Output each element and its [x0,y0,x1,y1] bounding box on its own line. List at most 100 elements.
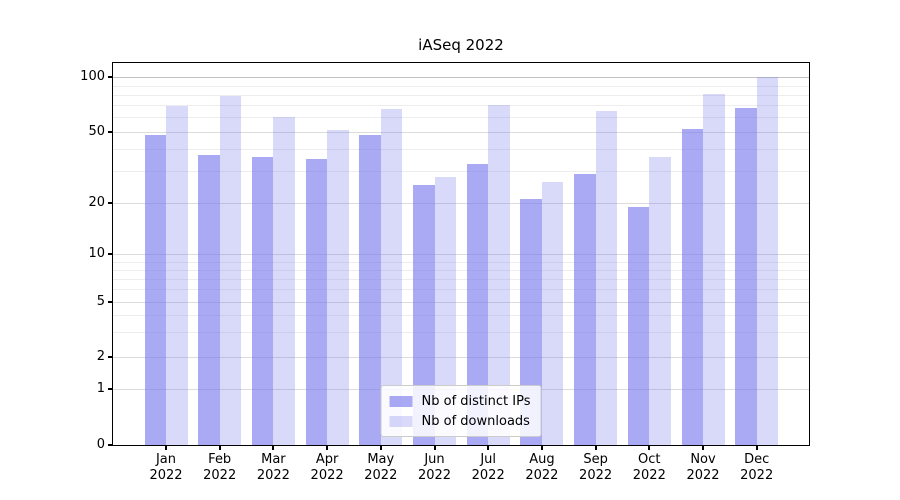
bar-distinct-ips-may [359,134,381,445]
x-tick-label-mar: Mar 2022 [243,452,303,484]
major-gridline-5 [113,301,809,303]
legend-label-distinct-ips: Nb of distinct IPs [421,393,531,409]
x-tick-label-feb: Feb 2022 [190,452,250,484]
bar-downloads-dec [756,77,779,445]
x-tick-mark-jul [487,446,490,450]
x-tick-label-jul: Jul 2022 [458,452,518,484]
minor-gridline-3 [113,332,809,334]
y-tick-mark-10 [108,253,112,256]
x-tick-label-dec: Dec 2022 [727,452,787,484]
bar-downloads-mar [273,117,295,445]
bar-distinct-ips-sep [574,173,596,445]
major-gridline-20 [113,202,809,204]
minor-gridline-60 [113,117,809,119]
y-tick-label-50: 50 [88,123,105,139]
x-tick-label-sep: Sep 2022 [566,452,626,484]
bar-distinct-ips-jan [144,134,166,445]
bar-downloads-feb [219,95,242,445]
x-tick-label-month-dec: Dec [744,452,770,467]
bar-distinct-ips-jul [466,163,489,445]
x-tick-label-year-jun: 2022 [417,468,452,483]
bar-distinct-ips-nov [681,128,703,445]
x-tick-mark-mar [272,446,275,450]
x-tick-label-year-oct: 2022 [632,468,666,483]
x-tick-mark-apr [326,446,329,450]
y-tick-mark-2 [108,355,112,358]
legend-swatch-downloads [389,415,413,427]
x-tick-label-year-nov: 2022 [686,468,720,483]
minor-gridline-70 [113,105,809,107]
x-tick-label-month-jan: Jan [155,452,177,467]
x-tick-mark-jan [165,446,167,450]
bar-downloads-jul [488,105,510,445]
bar-distinct-ips-apr [305,159,328,445]
bar-downloads-may [380,108,403,445]
y-tick-label-10: 10 [88,246,105,262]
minor-gridline-30 [113,171,809,173]
minor-gridline-90 [113,85,809,87]
x-tick-label-year-may: 2022 [364,468,398,483]
bar-downloads-nov [703,93,725,445]
y-tick-mark-5 [108,300,112,303]
y-tick-label-100: 100 [80,69,105,85]
x-tick-mark-sep [594,446,597,450]
x-tick-label-year-sep: 2022 [579,468,613,483]
bar-distinct-ips-feb [198,155,220,445]
bar-downloads-oct [649,157,671,445]
major-gridline-50 [113,131,809,133]
legend-label-downloads: Nb of downloads [421,413,530,429]
bar-downloads-apr [327,130,349,445]
x-tick-label-year-jul: 2022 [471,468,505,483]
x-tick-label-oct: Oct 2022 [619,452,679,484]
x-tick-label-year-mar: 2022 [256,468,290,483]
x-tick-label-month-feb: Feb [208,452,232,467]
x-tick-label-month-nov: Nov [690,452,716,467]
y-tick-label-1: 1 [96,381,105,397]
x-tick-label-nov: Nov 2022 [673,452,733,484]
major-gridline-2 [113,356,809,358]
minor-gridline-7 [113,278,809,280]
x-tick-label-year-jan: 2022 [149,468,183,483]
x-tick-mark-oct [648,446,651,450]
legend-entry-downloads: Nb of downloads [389,411,531,431]
bar-downloads-sep [595,111,618,445]
x-tick-mark-jun [433,446,436,450]
y-tick-label-0: 0 [96,437,105,452]
major-gridline-10 [113,254,809,256]
x-tick-label-may: May 2022 [351,452,411,484]
minor-gridline-8 [113,269,809,271]
x-tick-label-month-oct: Oct [638,452,661,467]
y-tick-label-2: 2 [96,348,105,364]
bar-downloads-aug [541,182,564,445]
minor-gridline-80 [113,94,809,96]
x-tick-mark-aug [540,446,543,450]
x-tick-mark-nov [702,446,704,450]
minor-gridline-9 [113,261,809,263]
x-tick-label-year-apr: 2022 [310,468,344,483]
legend: Nb of distinct IPs Nb of downloads [380,385,542,437]
x-tick-mark-feb [218,446,221,450]
bar-downloads-jan [166,106,188,445]
x-tick-label-month-aug: Aug [529,452,555,467]
x-tick-label-month-mar: Mar [261,452,286,467]
x-tick-mark-dec [755,446,758,450]
minor-gridline-4 [113,315,809,317]
x-tick-label-aug: Aug 2022 [512,452,572,484]
bar-distinct-ips-mar [251,157,274,445]
x-tick-label-month-jun: Jun [424,452,445,467]
major-gridline-100 [113,77,809,79]
y-tick-mark-20 [108,201,112,204]
x-tick-label-year-feb: 2022 [203,468,237,483]
x-tick-label-month-sep: Sep [583,452,608,467]
y-tick-label-5: 5 [96,293,105,309]
x-tick-label-month-may: May [367,452,395,467]
bar-distinct-ips-jun [413,185,435,445]
y-tick-mark-0 [108,444,112,446]
legend-entry-distinct-ips: Nb of distinct IPs [389,391,531,411]
chart-title: iASeq 2022 [418,36,504,54]
minor-gridline-6 [113,289,809,291]
bar-distinct-ips-aug [520,198,542,445]
legend-swatch-distinct-ips [389,395,413,407]
bar-downloads-jun [434,176,456,445]
